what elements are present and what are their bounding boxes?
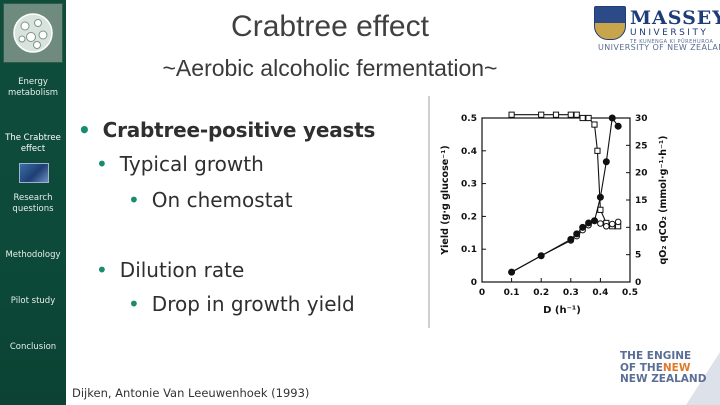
- yeast-cells-icon: [13, 13, 53, 53]
- bullet-text: Dilution rate: [119, 258, 245, 282]
- x-axis-label: D (h⁻¹): [543, 305, 581, 316]
- data-point-square: [594, 147, 601, 154]
- bullet-dot-icon: •: [128, 292, 140, 316]
- bullet-dot-icon: •: [78, 118, 91, 142]
- x-tick-label: 0.5: [622, 288, 638, 298]
- data-point-open-circle: [597, 220, 604, 227]
- data-point-square: [585, 114, 592, 122]
- massey-name: MASSEY: [630, 7, 720, 29]
- y-left-tick-label: 0.4: [461, 147, 477, 157]
- y-right-tick-label: 15: [635, 196, 648, 206]
- sidebar-item-pilot-study[interactable]: Pilot study: [10, 296, 56, 306]
- y-right-tick-label: 20: [635, 169, 648, 179]
- crabtree-thumbnail[interactable]: [19, 163, 49, 183]
- x-tick-label: 0.4: [592, 288, 608, 298]
- plot-frame: [481, 117, 631, 283]
- bullet-level1: • Crabtree-positive yeasts: [78, 118, 375, 142]
- bullet-level3: • On chemostat: [128, 188, 293, 212]
- data-point-filled-circle: [596, 193, 604, 201]
- y-left-tick-label: 0.5: [461, 114, 477, 124]
- sidebar-item-research-questions[interactable]: Research questions: [12, 193, 54, 214]
- data-point-square: [591, 121, 598, 128]
- engine-line1: THE ENGINE: [620, 350, 692, 362]
- data-point-open-circle: [614, 218, 622, 226]
- data-point-filled-circle: [573, 230, 581, 238]
- bullet-dot-icon: •: [96, 152, 108, 176]
- bullet-text: Crabtree-positive yeasts: [102, 118, 376, 142]
- bullet-level3: • Drop in growth yield: [128, 292, 355, 316]
- y-right-tick-label: 5: [635, 251, 641, 261]
- citation: Dijken, Antonie Van Leeuwenhoek (1993): [72, 386, 310, 400]
- data-point-filled-circle: [608, 114, 616, 122]
- data-point-square: [573, 111, 580, 118]
- x-tick-label: 0.1: [504, 288, 520, 298]
- engine-of: OF THE: [620, 361, 663, 374]
- data-point-open-circle: [608, 220, 616, 228]
- y-right-tick-label: 30: [635, 114, 648, 124]
- bullet-text: Drop in growth yield: [151, 292, 355, 316]
- data-point-open-circle: [603, 222, 610, 230]
- x-tick-label: 0.2: [533, 288, 549, 298]
- data-point-square: [552, 111, 560, 118]
- data-point-filled-circle: [614, 122, 622, 130]
- data-point-square: [538, 111, 545, 118]
- data-point-square: [597, 206, 604, 213]
- series-line-1: [511, 220, 619, 273]
- sidebar-item-energy-metabolism[interactable]: Energy metabolism: [7, 77, 59, 98]
- massey-tagline: TE KUNENGA KI PŪREHUROA: [630, 39, 714, 45]
- engine-line3: NEW ZEALAND: [620, 373, 707, 385]
- y-left-tick-label: 0.1: [461, 245, 477, 255]
- slide-subtitle: ~Aerobic alcoholic fermentation~: [162, 55, 498, 81]
- logo-tile: [3, 3, 63, 63]
- data-point-filled-circle: [508, 268, 516, 276]
- data-point-filled-circle: [579, 223, 587, 231]
- engine-line2: OF THENEW: [620, 361, 706, 375]
- yield-chart-svg: 0 0.1 0.2 0.3 0.4 0.5 D (h⁻¹) 0 0.1 0.2 0.3 0.4 0.5 Y…: [440, 111, 669, 316]
- data-point-square: [579, 114, 586, 122]
- bullet-dot-icon: •: [128, 188, 140, 212]
- y-right-tick-label: 25: [635, 141, 648, 151]
- bullet-text: Typical growth: [119, 152, 264, 176]
- sidebar-item-methodology[interactable]: Methodology: [5, 250, 61, 260]
- engine-slogan: THE ENGINE OF THENEW NEW ZEALAND: [620, 350, 707, 386]
- sidebar-item-conclusion[interactable]: Conclusion: [9, 342, 57, 352]
- bullet-level2: • Dilution rate: [96, 258, 244, 282]
- bullet-level2: • Typical growth: [96, 152, 264, 176]
- bullet-dot-icon: •: [96, 258, 108, 282]
- yield-chart: 0 0.1 0.2 0.3 0.4 0.5 D (h⁻¹) 0 0.1 0.2 0.3 0.4 0.5 Y…: [428, 96, 676, 328]
- y-right-tick-label: 0: [635, 278, 641, 288]
- data-point-filled-circle: [602, 158, 610, 166]
- engine-new: NEW: [662, 361, 691, 374]
- y-right-tick-label: 10: [635, 223, 648, 233]
- y-left-tick-label: 0: [471, 278, 477, 288]
- crest-icon: [594, 6, 626, 40]
- data-point-filled-circle: [590, 217, 598, 225]
- sidebar: Energy metabolism The Crabtree effect Re…: [0, 0, 66, 405]
- slide-title: Crabtree effect: [231, 10, 429, 43]
- bullet-text: On chemostat: [151, 188, 293, 212]
- sidebar-item-crabtree-effect[interactable]: The Crabtree effect: [5, 133, 61, 154]
- y-left-tick-label: 0.3: [461, 180, 477, 190]
- x-tick-label: 0.3: [563, 288, 579, 298]
- massey-logo: MASSEY UNIVERSITY TE KUNENGA KI PŪREHURO…: [594, 6, 720, 56]
- massey-nz-line: UNIVERSITY OF NEW ZEALAND: [598, 43, 720, 52]
- data-point-square: [508, 111, 515, 118]
- corner-triangle: [686, 352, 720, 405]
- data-point-filled-circle: [537, 252, 545, 260]
- data-point-filled-circle: [585, 219, 593, 227]
- data-point-filled-circle: [567, 235, 575, 243]
- x-tick-label: 0: [479, 288, 485, 298]
- y-right-axis-label: qO₂ qCO₂ (mmol·g⁻¹·h⁻¹): [658, 135, 669, 264]
- data-point-square: [567, 111, 574, 118]
- y-left-axis-label: Yield (g·g glucose⁻¹): [440, 145, 451, 255]
- y-left-tick-label: 0.2: [461, 212, 477, 222]
- massey-university: UNIVERSITY: [630, 28, 709, 38]
